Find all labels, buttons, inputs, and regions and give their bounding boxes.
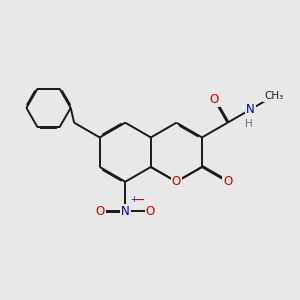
Text: N: N bbox=[121, 205, 130, 218]
Text: N: N bbox=[246, 103, 255, 116]
Text: O: O bbox=[146, 205, 155, 218]
Text: O: O bbox=[210, 93, 219, 106]
Text: −: − bbox=[135, 194, 145, 207]
Text: O: O bbox=[95, 205, 105, 218]
Text: CH₃: CH₃ bbox=[264, 91, 283, 101]
Text: +: + bbox=[130, 195, 136, 204]
Text: O: O bbox=[172, 175, 181, 188]
Text: H: H bbox=[245, 119, 253, 129]
Text: O: O bbox=[223, 175, 232, 188]
